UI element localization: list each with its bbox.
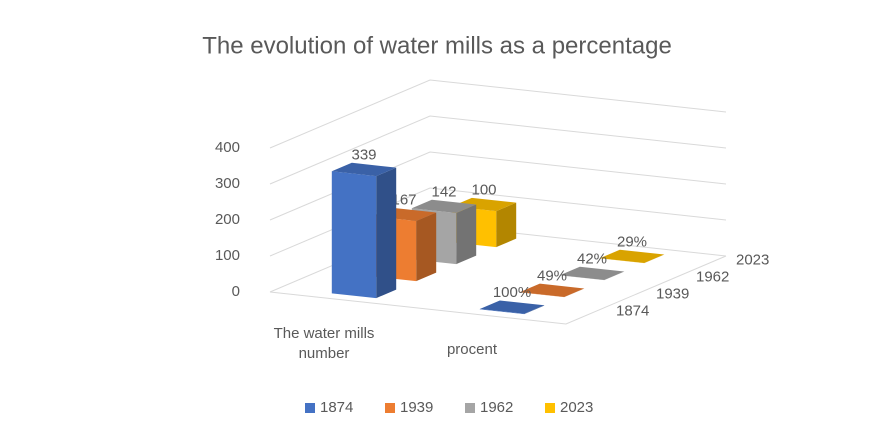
bar-side [376,167,397,299]
depth-label: 1874 [616,302,649,319]
bar-top [411,199,477,214]
y-tick-label: 400 [215,139,240,156]
bar-top [599,249,665,264]
legend-label: 1962 [480,399,513,416]
bar-side [564,288,585,298]
bar-front [599,258,645,264]
data-label: 142 [431,183,456,200]
floor-edge [269,255,727,325]
bar-top [479,300,545,314]
grid-line [269,115,727,185]
grid-line [269,151,727,221]
legend-label: 1939 [400,399,433,416]
data-label: 100% [493,284,531,301]
bar-side [524,305,545,315]
legend-swatch [465,403,475,413]
data-label: 339 [351,146,376,163]
y-tick-label: 100 [215,247,240,264]
bar-side [644,254,665,264]
bar-side [604,271,625,281]
depth-label: 1939 [656,285,689,302]
chart-title: The evolution of water mills as a percen… [202,32,672,59]
legend-label: 1874 [320,399,353,416]
bar-top [519,283,585,297]
bar-front [559,275,605,281]
bar-top [559,266,625,280]
bar-front [479,308,525,315]
data-label: 167 [391,191,416,208]
bar-front [519,292,565,298]
data-label: 49% [537,267,567,284]
legend-label: 2023 [560,399,593,416]
x-tick-label: procent [446,341,498,358]
data-label: 29% [617,233,647,250]
bar-side [416,212,437,282]
bar-front [331,171,377,299]
bar-side [456,204,477,265]
grid-line [269,187,727,257]
y-tick-label: 200 [215,211,240,228]
legend-swatch [545,403,555,413]
depth-label: 2023 [736,251,769,268]
data-label: 42% [577,250,607,267]
legend-swatch [385,403,395,413]
depth-label: 1962 [696,268,729,285]
bar-side [496,202,517,248]
y-tick-label: 300 [215,175,240,192]
x-tick-label: The water mills number [273,325,375,362]
legend-swatch [305,403,315,413]
y-tick-label: 0 [232,283,240,300]
grid-line [269,79,727,149]
data-label: 100 [471,181,496,198]
bar-top [331,162,397,177]
